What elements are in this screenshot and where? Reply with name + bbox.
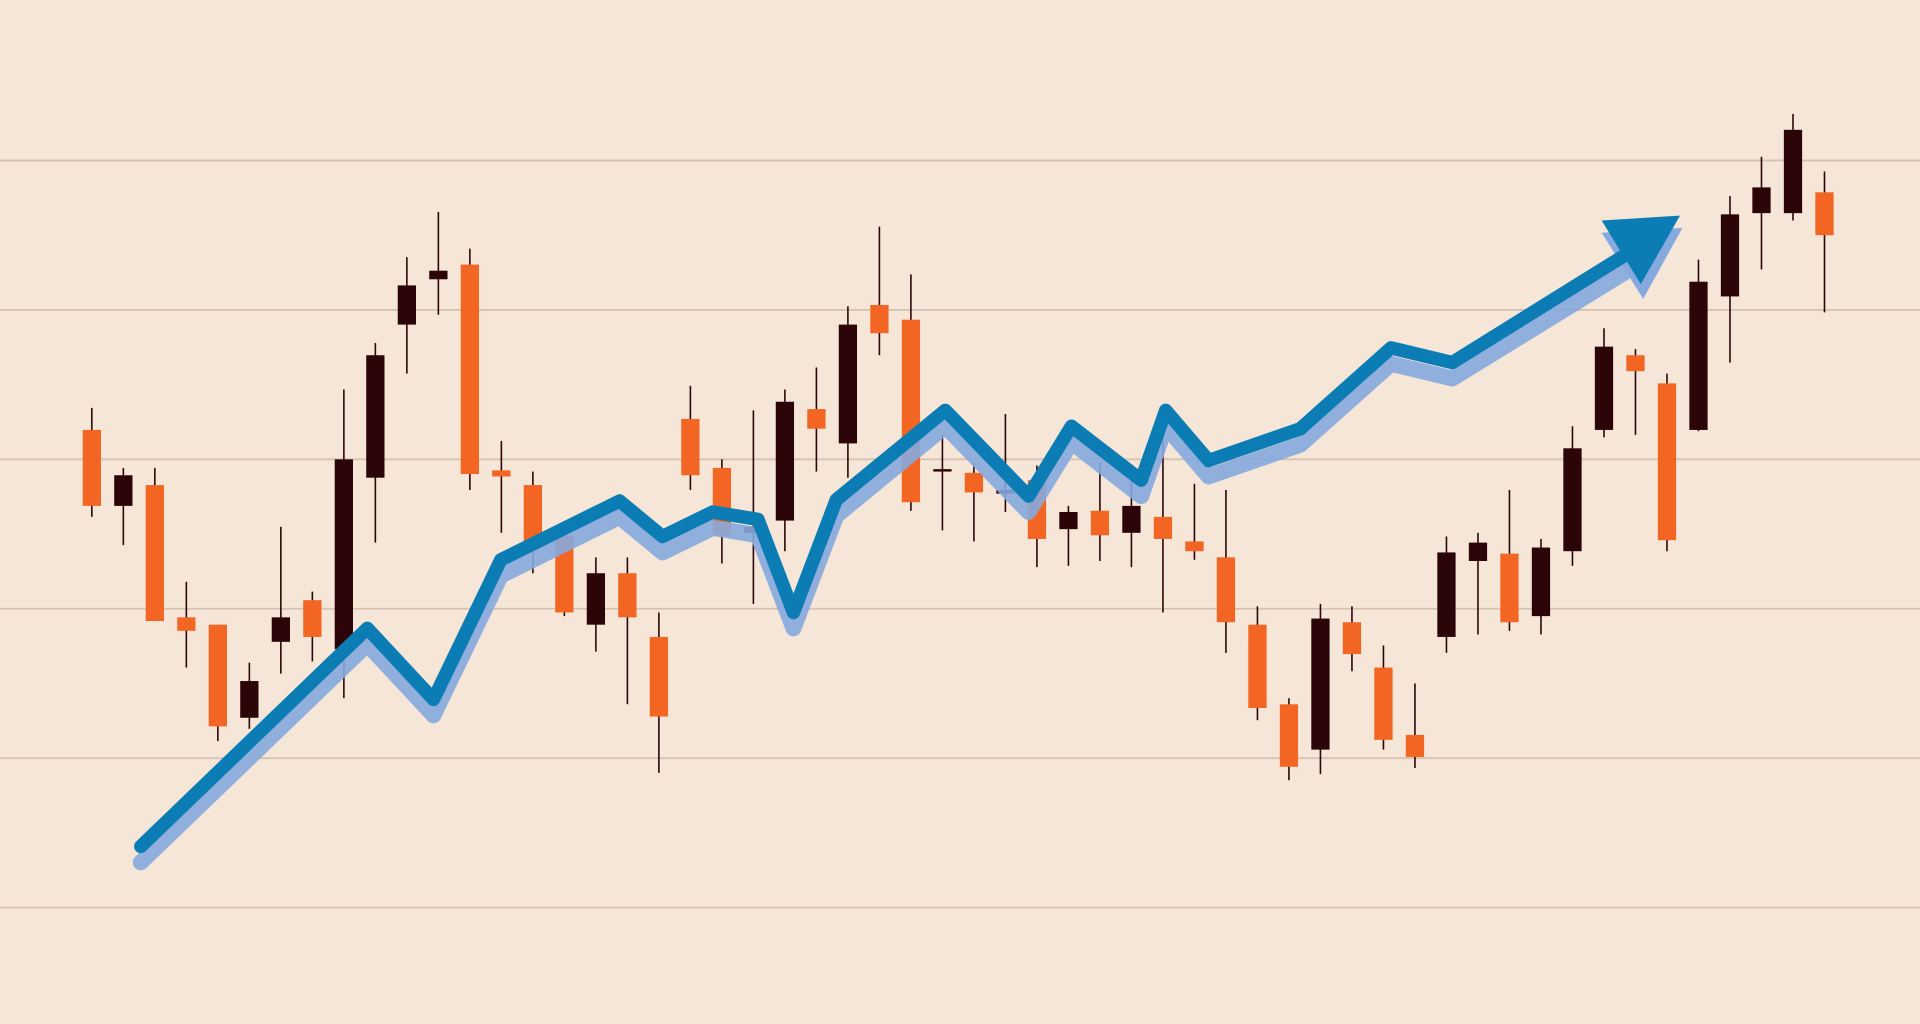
candle-body (177, 617, 196, 631)
candle-body (1216, 557, 1236, 623)
candle-body (870, 304, 889, 334)
candle-body (271, 617, 290, 642)
candle-body (1311, 618, 1330, 750)
candle-body (397, 285, 417, 325)
candle-body (933, 469, 952, 472)
candle-body (1248, 624, 1267, 708)
candle-body (1689, 281, 1708, 430)
candle-body (82, 429, 101, 506)
candle-body (1122, 505, 1141, 533)
candle-body (1090, 510, 1110, 536)
candle-body (901, 319, 921, 503)
candle-body (681, 418, 700, 476)
candle-body (114, 475, 133, 506)
candle-body (1657, 383, 1677, 541)
candle-body (1342, 622, 1362, 655)
candle-body (1468, 542, 1488, 561)
candle-body (208, 624, 227, 727)
candle-body (1594, 346, 1614, 430)
candles (82, 113, 1834, 781)
candle-body (240, 681, 259, 718)
candle-body (492, 470, 511, 477)
candle-body (523, 485, 543, 546)
candle-body (1279, 704, 1299, 767)
candle-body (586, 573, 606, 625)
candle-body (145, 485, 164, 622)
candle-body (334, 459, 353, 650)
candle-body (1500, 553, 1519, 623)
candle-body (1185, 541, 1204, 552)
candle-body (807, 409, 826, 429)
candle-body (1815, 192, 1834, 236)
candle-body (1374, 667, 1393, 740)
candle-body (1563, 448, 1582, 552)
candle-body (303, 600, 322, 637)
candle-body (775, 401, 795, 521)
candle-body (1153, 516, 1173, 539)
candle-body (838, 324, 858, 444)
arrow-line (134, 243, 1641, 854)
arrow-shadow (132, 259, 1642, 871)
arrow-head (1601, 215, 1680, 285)
candle-body (1626, 355, 1645, 372)
trend-arrow (132, 215, 1683, 871)
candle-body (1059, 512, 1078, 530)
candle-body (429, 270, 448, 280)
candle-body (1531, 547, 1551, 617)
candle-body (1783, 129, 1803, 214)
candle-body (1720, 214, 1740, 297)
candle-body (649, 636, 669, 717)
candle-body (460, 264, 480, 475)
candle-body (964, 472, 984, 493)
candle-body (1752, 187, 1771, 214)
candle-body (1437, 552, 1456, 637)
candle-body (1405, 734, 1425, 757)
candle-body (618, 573, 637, 618)
candle-body (366, 355, 385, 478)
